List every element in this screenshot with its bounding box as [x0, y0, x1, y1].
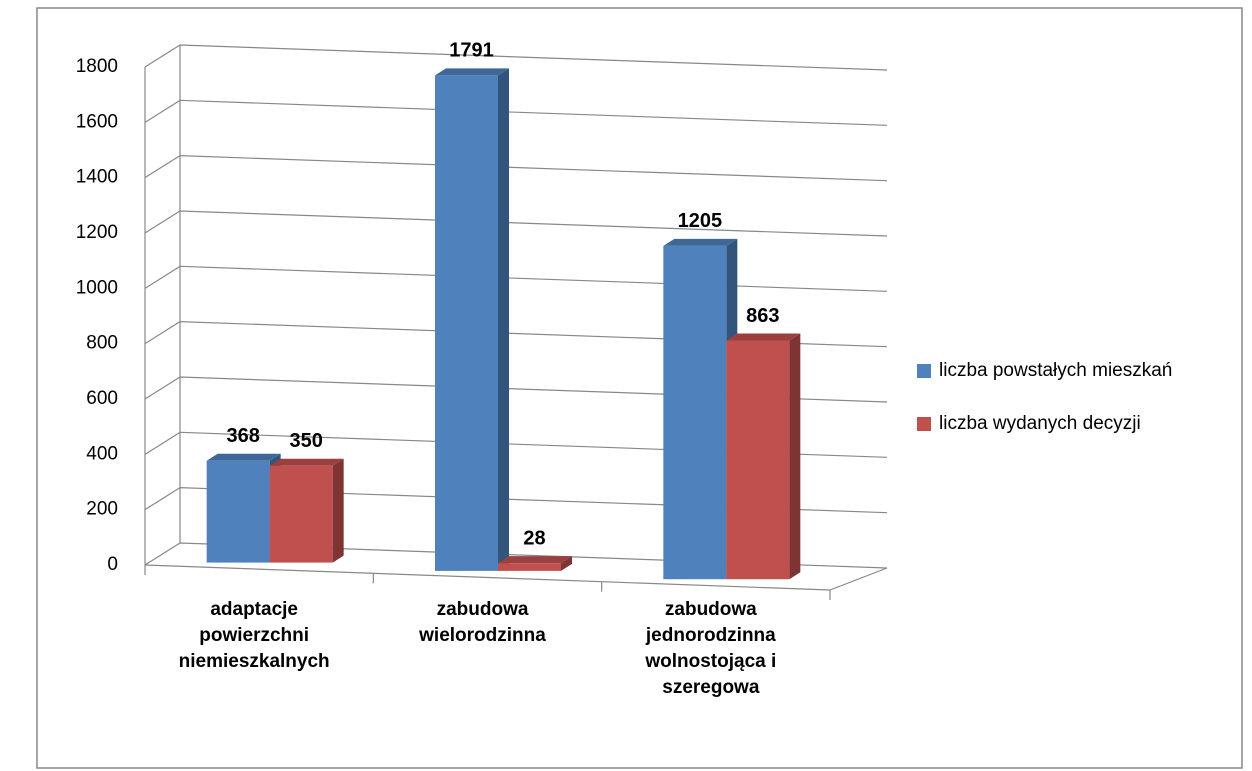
grid-line: [144, 44, 888, 71]
y-tick-label: 1600: [76, 111, 118, 132]
bar: [269, 465, 333, 563]
grid-line: [144, 210, 888, 237]
value-label: 28: [523, 527, 545, 549]
x-tick-label: adaptacje powierzchni niemieszkalnych: [178, 599, 330, 672]
bar-side: [789, 333, 801, 580]
value-label: 350: [289, 430, 322, 452]
legend-swatch: [917, 417, 931, 431]
bar-top: [435, 68, 509, 76]
y-tick-label: 200: [86, 499, 118, 520]
value-label: 863: [746, 305, 779, 327]
y-tick-label: 1400: [76, 167, 118, 188]
y-tick-label: 1800: [76, 56, 118, 77]
bar: [498, 563, 561, 571]
bar: [726, 340, 790, 580]
legend-label: liczba wydanych decyzji: [939, 413, 1141, 434]
bar-top: [663, 238, 738, 246]
grid-line: [144, 99, 888, 126]
bar-top: [498, 556, 572, 564]
floor-edge: [829, 567, 888, 591]
grid-line: [144, 265, 888, 292]
bar-side: [498, 68, 509, 571]
value-label: 368: [226, 425, 259, 447]
y-tick-label: 0: [107, 554, 118, 575]
bar: [206, 460, 270, 563]
y-tick-label: 800: [86, 333, 118, 354]
x-tick-label: zabudowa wielorodzinna: [419, 599, 546, 646]
bar-side: [332, 458, 344, 563]
bar-side: [561, 556, 572, 571]
y-tick-label: 400: [86, 443, 118, 464]
chart-frame: [36, 7, 1243, 769]
y-tick-label: 600: [86, 388, 118, 409]
value-label: 1205: [678, 210, 723, 232]
grid-line: [144, 155, 888, 182]
legend-swatch: [917, 364, 931, 378]
x-axis: [144, 564, 831, 591]
bar: [663, 245, 727, 580]
y-tick-label: 1200: [76, 222, 118, 243]
y-tick-label: 1000: [76, 277, 118, 298]
value-label: 1791: [449, 40, 494, 62]
bar-top: [269, 458, 344, 466]
bar-top: [726, 333, 801, 341]
x-tick-label: zabudowa jednorodzinna wolnostojąca i sz…: [645, 599, 777, 698]
bar: [435, 75, 498, 571]
legend-label: liczba powstałych mieszkań: [939, 360, 1172, 381]
bar-top: [206, 453, 281, 461]
